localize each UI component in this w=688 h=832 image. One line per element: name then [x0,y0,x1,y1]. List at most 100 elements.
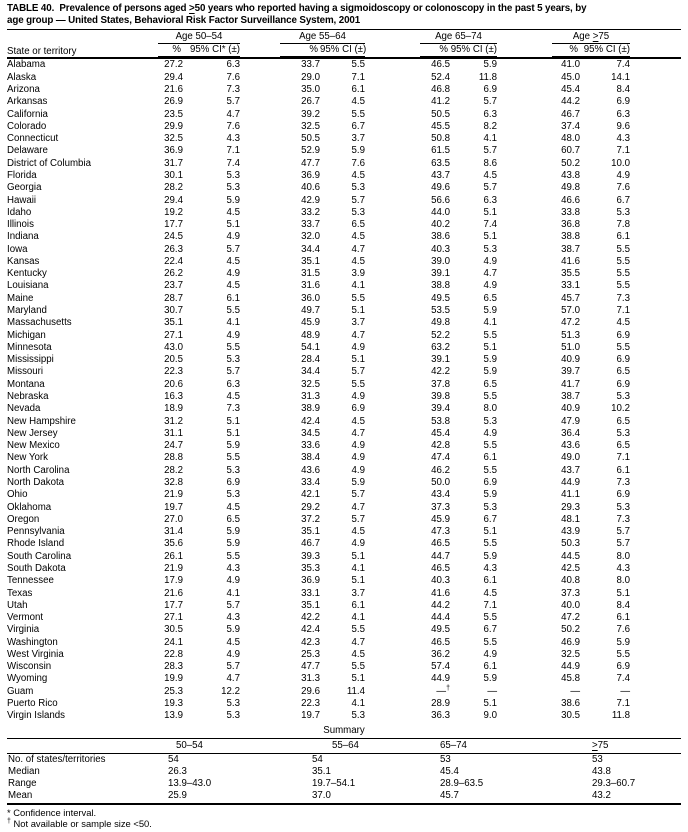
ci-value: 4.9 [351,391,365,402]
state-name: Mississippi [7,354,54,366]
ci-value: 4.3 [226,133,240,145]
pct-value: 49.8 [561,182,580,194]
ci-value: 4.9 [226,329,240,341]
summary-value: 43.2 [592,790,611,802]
pct-value: 43.4 [431,489,450,501]
ci-value: 11.8 [611,710,631,722]
ci-value: 5.1 [483,341,497,353]
ci-value: 6.1 [483,661,497,673]
summary-col-header: 65–74 [440,738,592,754]
table-row: Illinois 17.7 5.1 33.7 6.5 40.2 7.4 36.8 7.8 [7,219,681,231]
ci-value: 4.9 [483,255,497,267]
ci-value: 7.1 [226,145,240,157]
state-name: Alabama [7,59,46,71]
ci-value: 6.1 [483,452,497,464]
ci-value: 5.9 [483,550,497,562]
table-body: Alabama 27.2 6.3 33.7 5.5 46.5 5.9 41.0 7.4 Alask… [7,58,682,722]
ci-value: 5.7 [351,194,365,206]
ci-value: 4.5 [351,231,365,243]
right-spacer [630,575,681,587]
pct-value: 44.4 [431,612,450,624]
table-row: Colorado 29.9 7.6 32.5 6.7 45.5 8.2 37.4 9.6 [7,121,681,133]
ci-value: 3.9 [351,268,365,280]
pct-value: 53.5 [431,305,450,317]
pct-value: 46.5 [431,636,450,648]
ci-value: 6.9 [616,96,631,108]
summary-col-header: 50–54 [168,738,312,754]
pct-value: 46.8 [431,83,450,95]
pct-value: 37.3 [431,501,450,513]
age-group-label: Age 55–64 [280,31,365,45]
ci-value: 4.5 [226,501,240,513]
ci-value: 5.3 [351,710,365,722]
right-spacer [630,600,681,612]
ci-value: 5.5 [483,440,497,452]
pct-value: 44.5 [561,550,580,562]
pct-value: 44.9 [561,476,580,488]
pct-value: 45.0 [561,71,580,83]
pct-value: 17.7 [164,219,183,231]
ci-value: 6.7 [616,194,631,206]
ci-value: 7.1 [616,452,631,464]
pct-value: 25.3 [164,685,183,697]
state-name: Nebraska [7,391,49,402]
state-name: Guam [7,685,34,697]
right-spacer [630,72,681,84]
summary-value: 29.3–60.7 [592,778,636,790]
table-row: Virgin Islands 13.9 5.3 19.7 5.3 36.3 9.0 30.5 1… [7,710,681,722]
pct-value: 42.4 [301,624,320,636]
ci-value: 6.1 [483,575,497,587]
ci-value: 6.5 [226,513,240,525]
state-name: Oregon [7,513,40,525]
table-row: Texas 21.6 4.1 33.1 3.7 41.6 4.5 37.3 5.1 [7,588,681,600]
ci-value: 5.5 [483,329,497,341]
pct-value: 39.2 [301,108,320,120]
table-row: Oklahoma 19.7 4.5 29.2 4.7 37.3 5.3 29.3 5.3 [7,502,681,514]
summary-row: No. of states/territories 54 54 53 53 [7,753,681,766]
state-name: Arkansas [7,96,48,108]
right-spacer [630,588,681,600]
pct-value: 25.3 [301,648,320,660]
pct-value: 46.9 [561,636,580,648]
pct-value: 17.9 [164,575,183,587]
age-group-label: Age 65–74 [420,31,497,45]
ci-value: 7.3 [226,403,240,415]
pct-value: 49.5 [431,624,450,636]
pct-value: 23.7 [164,280,183,292]
summary-value: 53 [592,753,603,765]
pct-value: 19.2 [164,206,183,218]
state-name: North Dakota [7,476,65,488]
table-row: Missouri 22.3 5.7 34.4 5.7 42.2 5.9 39.7 6.5 [7,366,681,378]
pct-value: 41.6 [431,587,450,599]
right-spacer [630,661,681,673]
summary-header-row: 50–54 55–64 65–74 >75 [7,738,681,754]
ci-value: 3.7 [351,317,365,329]
pct-value: 29.3 [561,501,580,513]
table-header: Age 50–54 Age 55–64 Age 65–74 Age >75 State… [7,30,681,59]
ci-value: 4.5 [351,526,365,538]
right-spacer [630,379,681,391]
pct-value: 45.4 [431,427,450,439]
ci-value: 7.3 [226,83,240,95]
ci-value: 8.4 [616,599,631,611]
ci-value: 4.5 [226,206,240,218]
pct-value: 21.9 [164,562,183,574]
pct-value: 31.6 [301,280,320,292]
pct-value: 38.9 [301,403,320,415]
summary-value: 19.7–54.1 [312,778,356,790]
table-row: Florida 30.1 5.3 36.9 4.5 43.7 4.5 43.8 4.9 [7,170,681,182]
pct-value: 46.5 [431,538,450,550]
ci-value: 5.5 [483,391,497,402]
pct-value: 43.6 [561,440,580,452]
table-row: Michigan 27.1 4.9 48.9 4.7 52.2 5.5 51.3 6.9 [7,330,681,342]
pct-value: 28.3 [164,661,183,673]
right-spacer [630,44,681,58]
table-row: South Dakota 21.9 4.3 35.3 4.1 46.5 4.3 42.5 4.3 [7,563,681,575]
summary-body: No. of states/territories 54 54 53 53 Median 2… [7,753,681,804]
state-name: Ohio [7,489,28,501]
ci-value: 6.9 [616,489,631,501]
ci-value: 6.3 [226,59,240,71]
pct-value: 42.2 [301,612,320,624]
footnotes: * Confidence interval. † Not available o… [7,807,681,830]
ci-value: 4.7 [351,243,365,255]
